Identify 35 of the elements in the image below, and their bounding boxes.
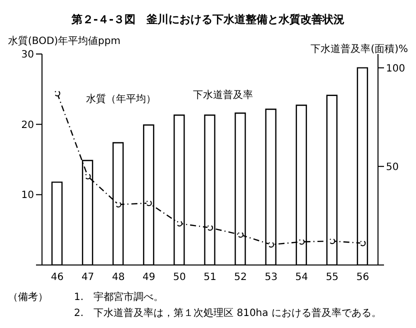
y-tick-label: 20 (21, 120, 34, 131)
x-tick-label: 47 (81, 272, 94, 284)
y-tick-label: 30 (21, 50, 34, 61)
x-tick-label: 46 (50, 272, 64, 284)
point (84, 173, 91, 180)
text: 2. 下水道普及率は，第１次処理区 810ha における普及率である。 (74, 306, 382, 320)
y-tick-label: 10 (21, 190, 34, 202)
point (360, 240, 366, 246)
text: 水質（年平均） (86, 92, 156, 106)
y-axis-title: 水質(BOD)年平均値ppm (8, 34, 120, 48)
point (54, 90, 60, 96)
point (176, 220, 182, 227)
x-tick-label: 56 (356, 272, 370, 284)
y2-tick-label: 50 (386, 162, 399, 173)
x-tick-label: 49 (142, 272, 156, 284)
point (115, 202, 122, 208)
y2-tick-label: 100 (386, 63, 406, 74)
point (268, 242, 274, 248)
x-tick-label: 48 (112, 272, 125, 284)
text: 1. 宇都宮市調べ。 (74, 290, 164, 304)
series-label: 下水道普及率 (193, 88, 253, 102)
x-tick-label: 51 (204, 272, 216, 284)
text: （備考） (8, 290, 48, 304)
x-tick-label: 52 (234, 272, 247, 284)
x-tick-label: 54 (295, 272, 308, 284)
point (329, 238, 336, 244)
x-tick-label: 53 (264, 272, 278, 284)
point (146, 200, 152, 206)
y2-axis-title: 下水道普及率(面積)% (310, 42, 408, 56)
point (207, 224, 213, 231)
point (298, 238, 305, 245)
x-tick-label: 55 (326, 272, 339, 284)
x-tick-label: 50 (173, 272, 186, 284)
point (238, 232, 244, 238)
chart-title: 第２-４-３図 釜川における下水道整備と水質改善状況 (70, 12, 346, 27)
